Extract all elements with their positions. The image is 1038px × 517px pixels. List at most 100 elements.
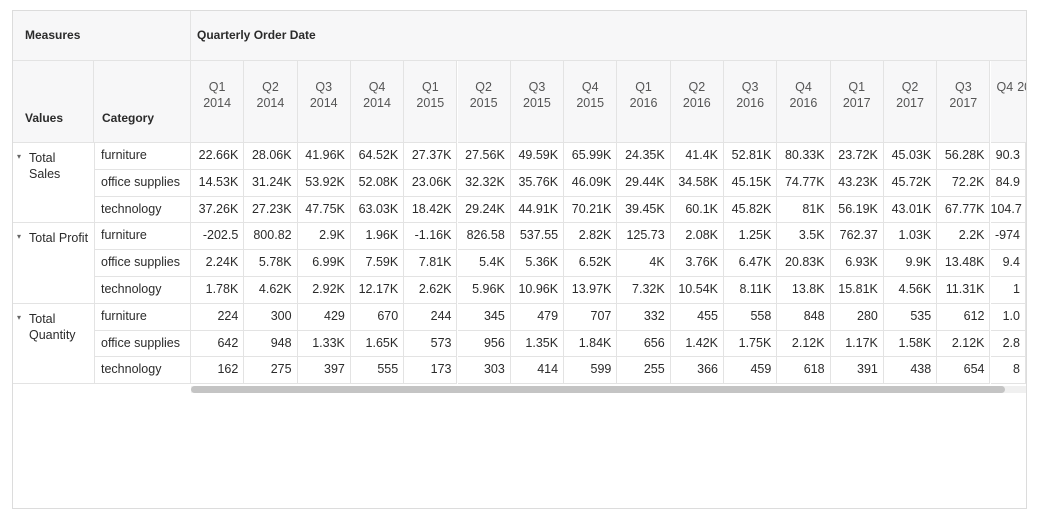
value-cell: 43.23K [830,169,884,197]
collapse-caret: ▾ [17,152,22,160]
value-cell: 45.03K [883,143,938,170]
group-label: Total Quantity [13,304,94,385]
column-header-quarter: Q2 [901,80,919,94]
value-cell: 20.83K [777,250,831,277]
value-cell: 44.91K [510,196,565,224]
value-cell: 2.08K [670,223,724,251]
value-cell: 956 [457,330,511,358]
value-cell: 224 [191,303,245,331]
value-cell: 535 [883,303,938,331]
value-cell: 1.25K [724,223,778,251]
column-header: Q1 2015 [404,61,458,143]
value-cell: 72.2K [937,169,991,197]
value-cell: 63.03K [350,196,405,224]
value-cell: 303 [457,357,511,385]
column-header-quarter: Q1 [848,80,866,94]
value-cell: -1.16K [404,223,458,251]
value-cell: 455 [670,303,724,331]
column-header-quarter: Q3 [954,80,972,94]
value-cell: 90.3 [990,143,1026,170]
value-cell: 4.56K [883,277,938,304]
value-cell: 429 [297,303,351,331]
value-cell: 4K [617,250,671,277]
column-header: Q2 2016 [670,61,724,143]
value-cell: 280 [830,303,884,331]
value-cell: 34.58K [670,169,724,197]
value-cell: 22.66K [191,143,245,170]
value-cell: 80.33K [777,143,831,170]
column-header-year: 20 [1017,80,1026,94]
column-header-year: 2015 [416,96,445,110]
value-cell: 11.31K [937,277,991,304]
category-label: office supplies [94,250,191,277]
value-cell: -974 [990,223,1026,251]
column-header: Q3 2017 [937,61,991,143]
value-cell: 1.75K [724,330,778,358]
value-cell: 18.42K [404,196,458,224]
value-cell: 173 [404,357,458,385]
value-cell: 573 [404,330,458,358]
value-cell: 7.32K [617,277,671,304]
value-cell: 2.82K [564,223,618,251]
category-label: office supplies [94,330,191,358]
value-cell: 670 [350,303,405,331]
value-cell: 275 [244,357,298,385]
value-cell: 10.96K [510,277,565,304]
value-cell: 24.35K [617,143,671,170]
value-cell: 1.78K [191,277,245,304]
value-cell: 13.48K [937,250,991,277]
value-cell: 5.78K [244,250,298,277]
value-cell: 332 [617,303,671,331]
value-cell: 15.81K [830,277,884,304]
value-cell: 52.81K [724,143,778,170]
value-cell: 5.4K [457,250,511,277]
value-cell: 2.24K [191,250,245,277]
column-header-year: 2015 [576,96,605,110]
value-cell: 27.23K [244,196,298,224]
column-header-year: 2014 [256,96,285,110]
category-header: Category [94,61,191,143]
value-cell: 10.54K [670,277,724,304]
value-cell: 7.59K [350,250,405,277]
value-cell: 2.12K [937,330,991,358]
value-cell: 5.36K [510,250,565,277]
column-header: Q3 2015 [510,61,565,143]
value-cell: 28.06K [244,143,298,170]
value-cell: 642 [191,330,245,358]
column-header-quarter: Q4 [581,80,599,94]
value-cell: 45.15K [724,169,778,197]
value-cell: 65.99K [564,143,618,170]
column-header: Q4 2016 [777,61,831,143]
column-header-year: 2017 [949,96,978,110]
value-cell: 6.99K [297,250,351,277]
value-cell: 45.82K [724,196,778,224]
column-group-header: Quarterly Order Date [191,11,1026,61]
value-cell: 1.42K [670,330,724,358]
value-cell: 654 [937,357,991,385]
value-cell: 707 [564,303,618,331]
value-cell: 9.9K [883,250,938,277]
value-cell: 1.84K [564,330,618,358]
column-header: Q1 2017 [830,61,884,143]
column-header-year: 2016 [789,96,818,110]
value-cell: 459 [724,357,778,385]
value-cell: 555 [350,357,405,385]
value-cell: 6.52K [564,250,618,277]
value-cell: 56.19K [830,196,884,224]
category-label: furniture [94,143,191,170]
column-header-year: 2014 [309,96,338,110]
value-cell: 84.9 [990,169,1026,197]
category-label: technology [94,357,191,385]
value-cell: 162 [191,357,245,385]
value-cell: 67.77K [937,196,991,224]
column-header-year: 2016 [736,96,765,110]
value-cell: 1.65K [350,330,405,358]
value-cell: 3.76K [670,250,724,277]
column-header-quarter: Q2 [262,80,279,94]
group-label: Total Sales [13,143,94,224]
value-cell: 47.75K [297,196,351,224]
collapse-caret: ▾ [17,312,22,321]
category-label: furniture [94,223,191,251]
value-cell: 3.5K [777,223,831,251]
value-cell: 37.26K [191,196,245,224]
